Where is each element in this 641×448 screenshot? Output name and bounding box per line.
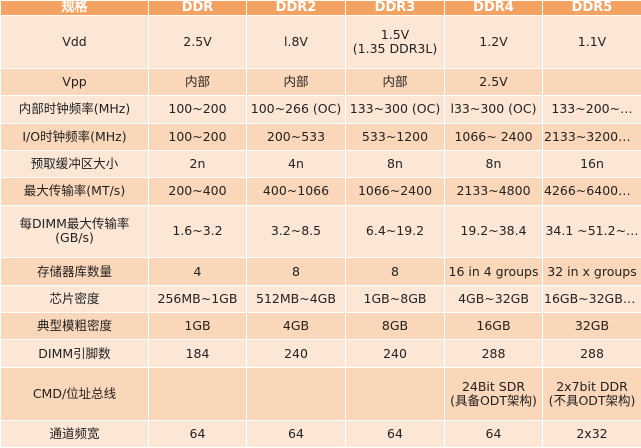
cell-ddr: 内部 (148, 67, 247, 97)
cell-ddr: 200~400 (148, 177, 247, 206)
cell-ddr (148, 366, 247, 421)
cell-ddr2: 8 (246, 257, 346, 286)
cell-ddr: 100~200 (148, 122, 247, 151)
cell-ddr3: 64 (345, 419, 445, 448)
cell-ddr2: 240 (246, 339, 346, 368)
cell-ddr2: l.8V (246, 15, 346, 69)
cell-ddr3: 1066~2400 (345, 177, 445, 206)
cell-ddr5: 133~200~… (542, 95, 641, 124)
cell-ddr4: 19.2~38.4 (444, 204, 543, 259)
cell-ddr: 64 (148, 419, 247, 448)
cell-ddr2: 3.2~8.5 (246, 204, 346, 259)
cell-ddr4: 16GB (444, 312, 543, 341)
cell-ddr4: 2133~4800 (444, 177, 543, 206)
header-ddr2: DDR2 (246, 0, 346, 16)
row-label: CMD/位址总线 (0, 366, 149, 421)
cell-ddr3: 8n (345, 149, 445, 179)
cell-ddr4: 1066~ 2400 (444, 122, 543, 151)
cell-ddr3 (345, 366, 445, 421)
cell-ddr: 184 (148, 339, 247, 368)
table-row: Vpp 内部 内部 内部 2.5V (0, 67, 641, 97)
cell-ddr5: 34.1 ~51.2~… (542, 204, 641, 259)
table-row: Vdd 2.5V l.8V 1.5V (1.35 DDR3L) 1.2V 1.1V (0, 15, 641, 69)
cell-ddr4: 16 in 4 groups (444, 257, 543, 286)
cell-ddr: 100~200 (148, 95, 247, 124)
cell-ddr5 (542, 67, 641, 97)
cell-ddr2: 4n (246, 149, 346, 179)
cell-ddr2: 内部 (246, 67, 346, 97)
cell-ddr4: 64 (444, 419, 543, 448)
row-label: 通道频宽 (0, 419, 149, 448)
table-row: 最大传输率(MT/s) 200~400 400~1066 1066~2400 2133~… (0, 177, 641, 206)
cell-ddr3: 1GB~8GB (345, 284, 445, 314)
cell-ddr: 4 (148, 257, 247, 286)
cell-ddr4: 2.5V (444, 67, 543, 97)
cell-ddr3: 1.5V (1.35 DDR3L) (345, 15, 445, 69)
table-row: CMD/位址总线 24Bit SDR (具备ODT架构) 2x7bit DDR (不具O… (0, 366, 641, 421)
cell-ddr5: 288 (542, 339, 641, 368)
cell-ddr2: 200~533 (246, 122, 346, 151)
cell-ddr4: 4GB~32GB (444, 284, 543, 314)
row-label: 存储器库数量 (0, 257, 149, 286)
header-ddr4: DDR4 (444, 0, 543, 16)
cell-ddr: 1.6~3.2 (148, 204, 247, 259)
table-row: 预取缓冲区大小 2n 4n 8n 8n 16n (0, 149, 641, 179)
table-row: 芯片密度 256MB~1GB 512MB~4GB 1GB~8GB 4GB~32GB 16G… (0, 284, 641, 314)
row-label: Vpp (0, 67, 149, 97)
header-ddr5: DDR5 (542, 0, 641, 16)
cell-ddr3: 8GB (345, 312, 445, 341)
cell-ddr5: 32GB (542, 312, 641, 341)
cell-ddr2: 64 (246, 419, 346, 448)
table-row: I/O时钟频率(MHz) 100~200 200~533 533~1200 1066~ … (0, 122, 641, 151)
table-row: 每DIMM最大传输率 (GB/s) 1.6~3.2 3.2~8.5 6.4~19.2 19… (0, 204, 641, 259)
row-label: 典型模粗密度 (0, 312, 149, 341)
cell-ddr3: 133~300 (OC) (345, 95, 445, 124)
header-row: 规格 DDR DDR2 DDR3 DDR4 DDR5 (0, 0, 641, 16)
cell-ddr3: 533~1200 (345, 122, 445, 151)
row-label: 预取缓冲区大小 (0, 149, 149, 179)
cell-ddr5: 2x7bit DDR (不具ODT架构) (542, 366, 641, 421)
cell-ddr4: l33~300 (OC) (444, 95, 543, 124)
header-ddr: DDR (148, 0, 247, 16)
cell-ddr5: 16n (542, 149, 641, 179)
row-label: 内部时钟频率(MHz) (0, 95, 149, 124)
cell-ddr2: 400~1066 (246, 177, 346, 206)
cell-ddr: 256MB~1GB (148, 284, 247, 314)
table-row: 通道频宽 64 64 64 64 2x32 (0, 419, 641, 448)
header-spec: 规格 (0, 0, 149, 16)
table-row: 存储器库数量 4 8 8 16 in 4 groups 32 in x groups (0, 257, 641, 286)
cell-ddr4: 24Bit SDR (具备ODT架构) (444, 366, 543, 421)
cell-ddr5: 2133~3200~… (542, 122, 641, 151)
cell-ddr3: 240 (345, 339, 445, 368)
cell-ddr5: 16GB~32GB~… (542, 284, 641, 314)
row-label: DIMM引脚数 (0, 339, 149, 368)
cell-ddr2: 4GB (246, 312, 346, 341)
table-row: 内部时钟频率(MHz) 100~200 100~266 (OC) 133~300 (O… (0, 95, 641, 124)
cell-ddr3: 内部 (345, 67, 445, 97)
cell-ddr2: 512MB~4GB (246, 284, 346, 314)
table-row: DIMM引脚数 184 240 240 288 288 (0, 339, 641, 368)
cell-ddr5: 4266~6400~… (542, 177, 641, 206)
cell-ddr4: 8n (444, 149, 543, 179)
header-ddr3: DDR3 (345, 0, 445, 16)
row-label: 每DIMM最大传输率 (GB/s) (0, 204, 149, 259)
cell-ddr4: 1.2V (444, 15, 543, 69)
cell-ddr3: 8 (345, 257, 445, 286)
cell-ddr5: 2x32 (542, 419, 641, 448)
row-label: I/O时钟频率(MHz) (0, 122, 149, 151)
cell-ddr: 1GB (148, 312, 247, 341)
cell-ddr: 2.5V (148, 15, 247, 69)
cell-ddr: 2n (148, 149, 247, 179)
cell-ddr5: 32 in x groups (542, 257, 641, 286)
row-label: Vdd (0, 15, 149, 69)
row-label: 芯片密度 (0, 284, 149, 314)
cell-ddr2: 100~266 (OC) (246, 95, 346, 124)
table-row: 典型模粗密度 1GB 4GB 8GB 16GB 32GB (0, 312, 641, 341)
cell-ddr3: 6.4~19.2 (345, 204, 445, 259)
cell-ddr4: 288 (444, 339, 543, 368)
cell-ddr5: 1.1V (542, 15, 641, 69)
row-label: 最大传输率(MT/s) (0, 177, 149, 206)
cell-ddr2 (246, 366, 346, 421)
